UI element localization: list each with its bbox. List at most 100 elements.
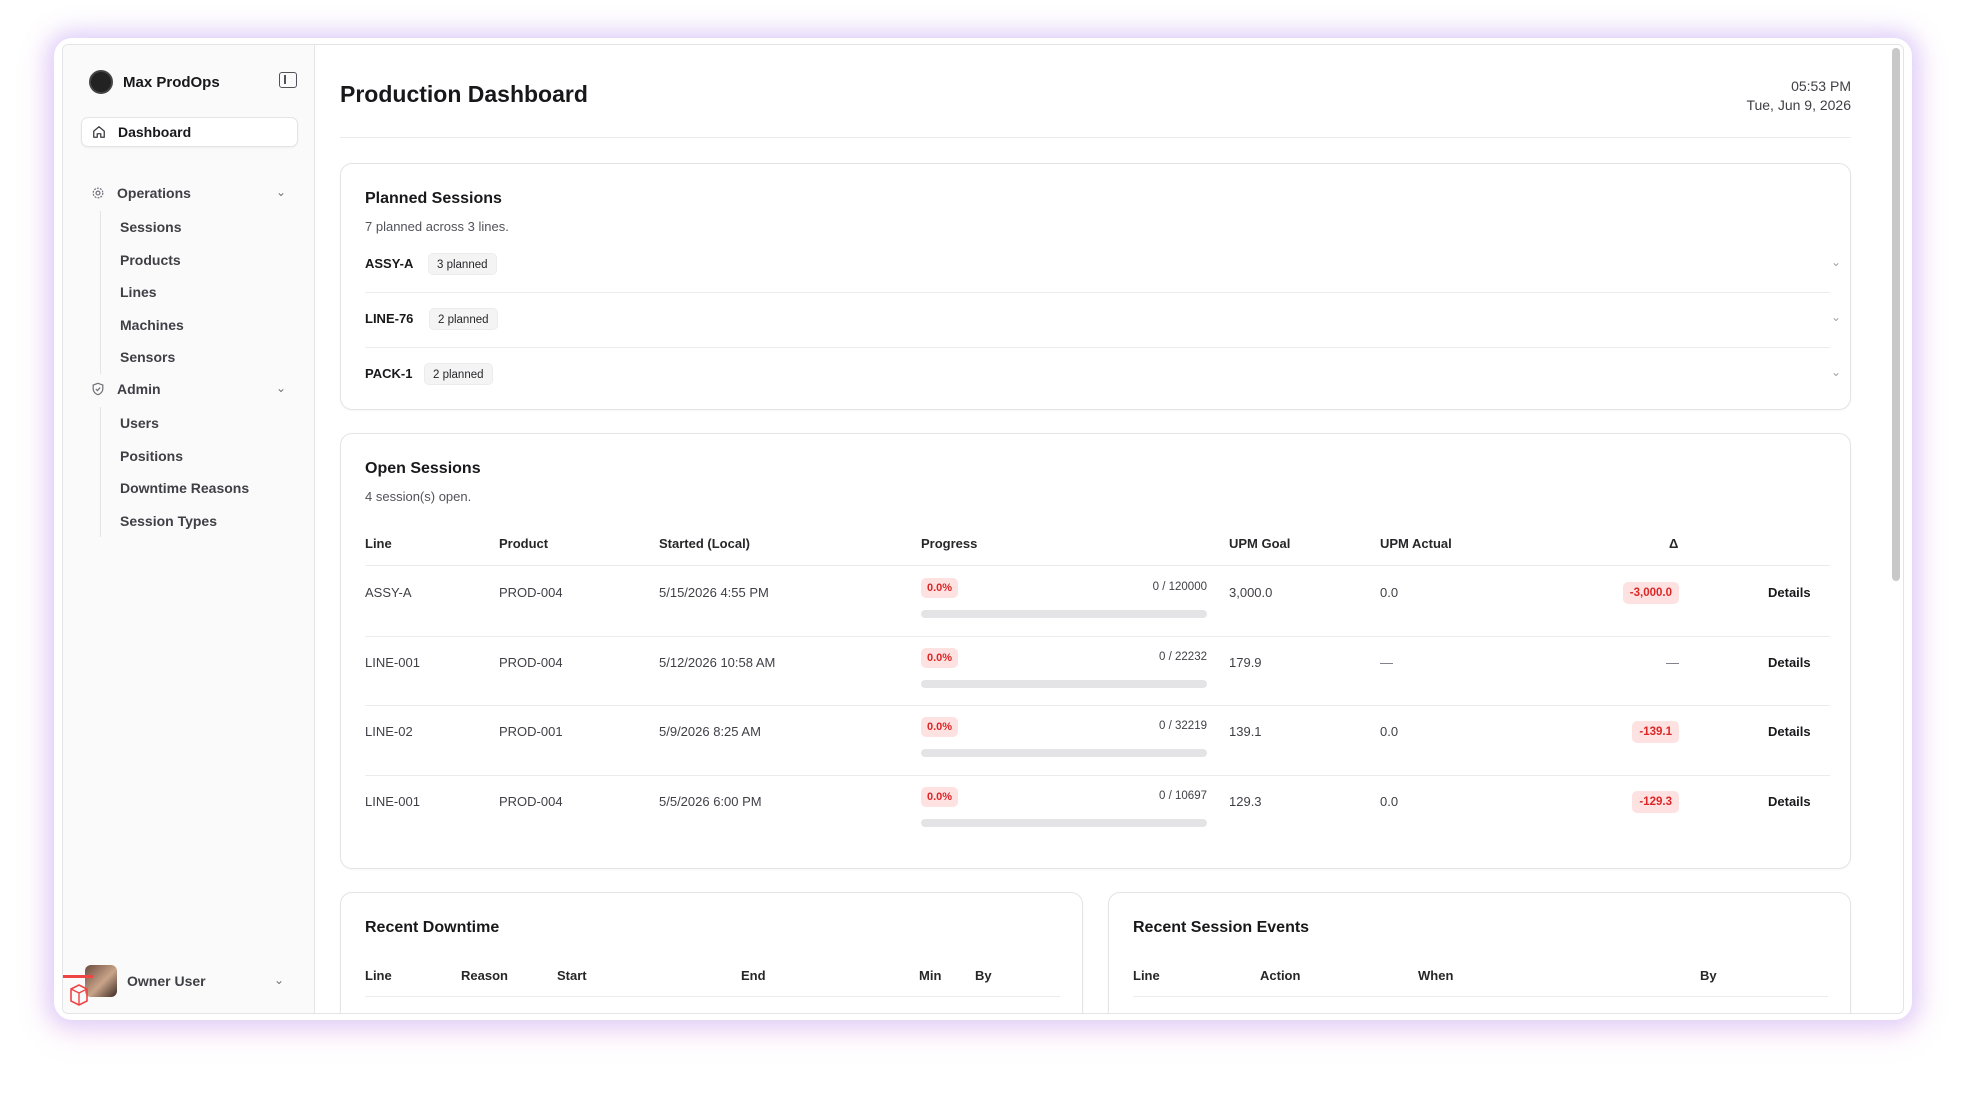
sidebar-group-admin[interactable]: Admin ⌄	[81, 375, 298, 403]
column-header-by[interactable]: By	[1700, 968, 1717, 983]
sidebar-item-products[interactable]: Products	[120, 251, 181, 268]
app-window: Max ProdOps Dashboard Operations ⌄ Sessi…	[62, 44, 1904, 1014]
progress-bar	[921, 610, 1207, 618]
progress-percent-badge: 0.0%	[921, 717, 959, 737]
sidebar-item-dashboard[interactable]: Dashboard	[81, 117, 298, 147]
details-button[interactable]: Details	[1768, 654, 1811, 670]
column-header-line[interactable]: Line	[1133, 968, 1160, 983]
column-header-progress[interactable]: Progress	[921, 536, 978, 551]
delta-badge: -139.1	[1632, 721, 1679, 743]
recent-downtime-card: Recent Downtime Line Reason Start End Mi…	[340, 892, 1083, 1013]
line-name: ASSY-A	[365, 256, 414, 271]
avatar	[85, 965, 117, 997]
chevron-down-icon[interactable]: ⌄	[275, 381, 286, 395]
user-menu[interactable]: Owner User ⌄	[81, 963, 298, 999]
brand[interactable]: Max ProdOps	[89, 70, 220, 94]
column-header-start[interactable]: Start	[557, 968, 587, 983]
sidebar: Max ProdOps Dashboard Operations ⌄ Sessi…	[63, 45, 315, 1013]
sidebar-item-session-types[interactable]: Session Types	[120, 512, 218, 529]
app-logo-icon	[63, 975, 93, 1006]
sidebar-item-sessions[interactable]: Sessions	[120, 219, 182, 235]
progress-ratio: 0 / 32219	[1159, 720, 1207, 732]
chevron-down-icon[interactable]: ⌄	[1830, 255, 1841, 269]
cell-line: ASSY-A	[365, 585, 412, 600]
column-header-upm-goal[interactable]: UPM Goal	[1229, 536, 1291, 551]
cell-upm-goal: 139.1	[1229, 724, 1262, 739]
sidebar-item-sensors[interactable]: Sensors	[120, 349, 176, 366]
sidebar-item-machines[interactable]: Machines	[120, 316, 184, 333]
sidebar-group-label: Operations	[117, 185, 191, 201]
column-header-started[interactable]: Started (Local)	[659, 536, 751, 551]
card-title: Recent Session Events	[1133, 919, 1310, 936]
column-header-line[interactable]: Line	[365, 536, 392, 551]
details-button[interactable]: Details	[1768, 793, 1811, 809]
cell-started: 5/12/2026 10:58 AM	[659, 654, 776, 670]
planned-row[interactable]: LINE-76 2 planned ⌄	[365, 308, 1845, 363]
divider	[365, 292, 1830, 293]
brand-logo-icon	[89, 70, 113, 94]
details-button[interactable]: Details	[1768, 585, 1811, 600]
column-header-by[interactable]: By	[975, 968, 992, 983]
column-header-product[interactable]: Product	[499, 536, 549, 551]
open-sessions-card: Open Sessions 4 session(s) open. Line Pr…	[340, 433, 1851, 869]
cell-upm-actual: 0.0	[1380, 585, 1399, 600]
main-content: Production Dashboard 05:53 PM Tue, Jun 9…	[315, 45, 1903, 1013]
status-badge: 3 planned	[428, 253, 497, 275]
sidebar-item-users[interactable]: Users	[120, 415, 159, 431]
column-header-end[interactable]: End	[741, 968, 766, 983]
cell-upm-goal: 3,000.0	[1229, 585, 1273, 600]
operations-subnav: Sessions Products Lines Machines Sensors	[100, 211, 184, 374]
card-title: Open Sessions	[365, 460, 481, 477]
cell-upm-actual: 0.0	[1380, 724, 1399, 739]
cell-upm-actual: —	[1380, 654, 1393, 670]
column-header-upm-actual[interactable]: UPM Actual	[1380, 536, 1452, 551]
cell-line: LINE-001	[365, 654, 420, 670]
line-name: PACK-1	[365, 366, 413, 381]
chevron-down-icon[interactable]: ⌄	[273, 973, 284, 987]
chevron-down-icon[interactable]: ⌄	[275, 185, 286, 199]
sidebar-group-operations[interactable]: Operations ⌄	[81, 179, 298, 207]
admin-subnav: Users Positions Downtime Reasons Session…	[100, 407, 250, 538]
progress-ratio: 0 / 120000	[1152, 581, 1207, 593]
sidebar-item-lines[interactable]: Lines	[120, 284, 157, 301]
status-badge: 2 planned	[424, 363, 493, 385]
chevron-down-icon[interactable]: ⌄	[1830, 365, 1841, 379]
cell-upm-actual: 0.0	[1380, 793, 1399, 809]
cell-delta: —	[1666, 654, 1679, 670]
cell-product: PROD-004	[499, 585, 563, 600]
column-header-when[interactable]: When	[1418, 968, 1454, 983]
planned-row[interactable]: ASSY-A 3 planned ⌄	[365, 253, 1845, 308]
card-subtitle: 4 session(s) open.	[365, 489, 472, 504]
status-badge: 2 planned	[429, 308, 498, 330]
column-header-min[interactable]: Min	[919, 968, 942, 983]
card-title: Recent Downtime	[365, 919, 500, 936]
progress-ratio: 0 / 22232	[1159, 650, 1207, 663]
column-header-reason[interactable]: Reason	[461, 968, 508, 983]
line-name: LINE-76	[365, 311, 414, 326]
clock-time: 05:53 PM	[1791, 78, 1851, 94]
progress-bar	[921, 679, 1207, 688]
divider	[365, 347, 1830, 348]
details-button[interactable]: Details	[1768, 724, 1811, 739]
sidebar-item-positions[interactable]: Positions	[120, 447, 184, 464]
chevron-down-icon[interactable]: ⌄	[1830, 310, 1841, 324]
divider	[365, 635, 1830, 637]
sidebar-group-label: Admin	[117, 381, 161, 397]
clock-date: Tue, Jun 9, 2026	[1746, 97, 1851, 113]
sidebar-item-downtime-reasons[interactable]: Downtime Reasons	[120, 480, 250, 497]
cell-product: PROD-001	[499, 724, 563, 739]
column-header-line[interactable]: Line	[365, 968, 392, 983]
sidebar-toggle-icon[interactable]	[279, 72, 297, 88]
divider	[340, 137, 1851, 138]
delta-badge: -129.3	[1632, 790, 1679, 813]
scrollbar-thumb[interactable]	[1892, 48, 1900, 581]
scrollbar[interactable]	[1892, 45, 1903, 1013]
sidebar-item-label: Dashboard	[118, 124, 192, 140]
cell-started: 5/5/2026 6:00 PM	[659, 793, 762, 809]
divider	[365, 565, 1830, 566]
planned-row[interactable]: PACK-1 2 planned ⌄	[365, 363, 1845, 409]
column-header-action[interactable]: Action	[1260, 968, 1301, 983]
column-header-delta[interactable]: Δ	[1669, 536, 1679, 551]
cell-product: PROD-004	[499, 654, 563, 670]
progress-bar	[921, 749, 1207, 757]
